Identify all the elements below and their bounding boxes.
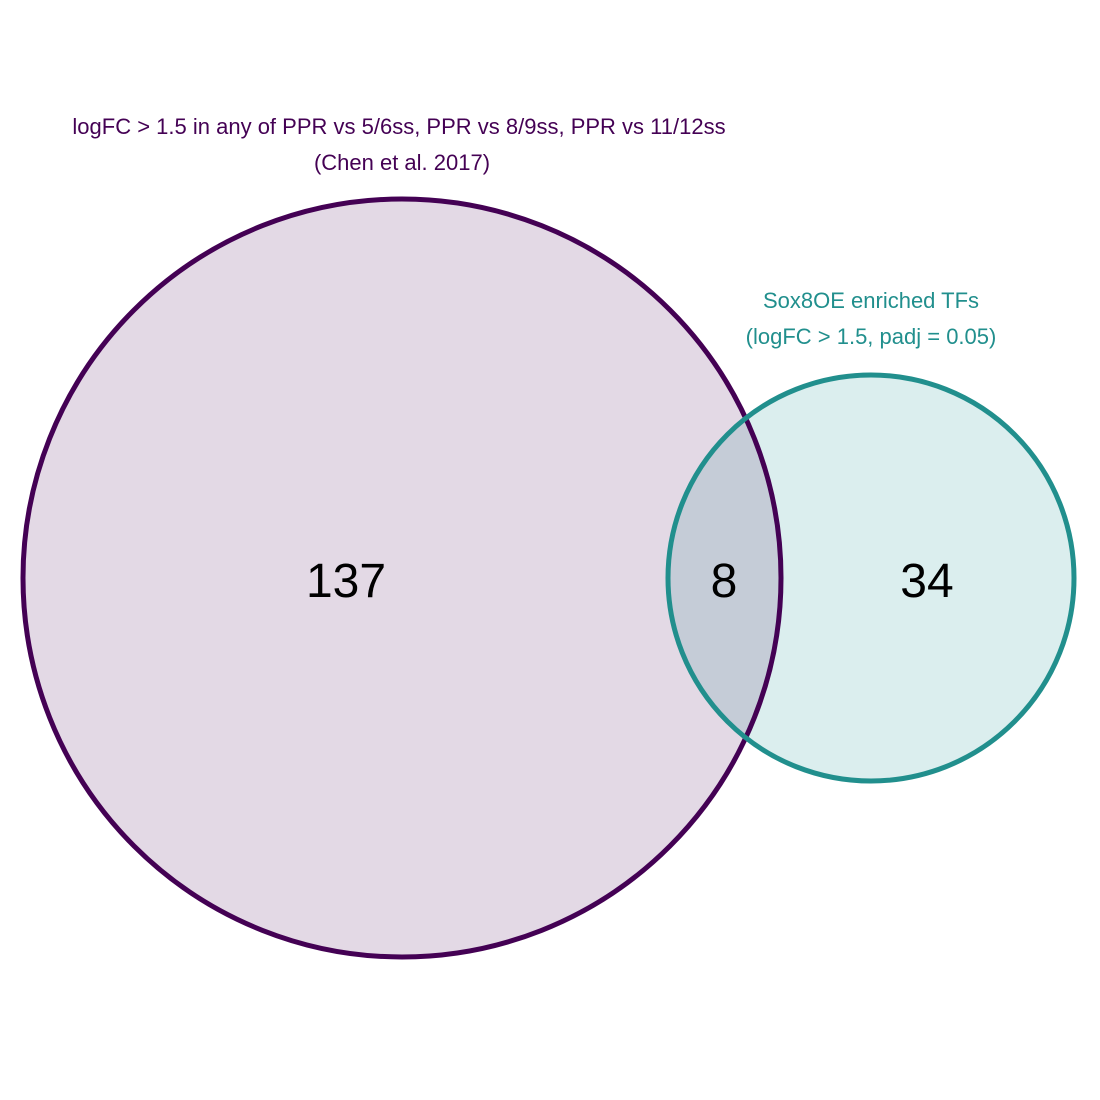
set-b-circle (665, 372, 1077, 784)
set-a-label-line-1: logFC > 1.5 in any of PPR vs 5/6ss, PPR … (72, 114, 725, 139)
set-a-circle (20, 196, 784, 960)
set-b-only-count: 34 (900, 555, 953, 608)
set-a-label-line-2: (Chen et al. 2017) (314, 150, 490, 175)
set-b-label-line-2: (logFC > 1.5, padj = 0.05) (746, 324, 997, 349)
set-b-label-line-1: Sox8OE enriched TFs (763, 288, 979, 313)
set-a-circle-fill (23, 199, 781, 957)
set-a-only-count: 137 (306, 555, 386, 608)
intersection-count: 8 (711, 555, 738, 608)
